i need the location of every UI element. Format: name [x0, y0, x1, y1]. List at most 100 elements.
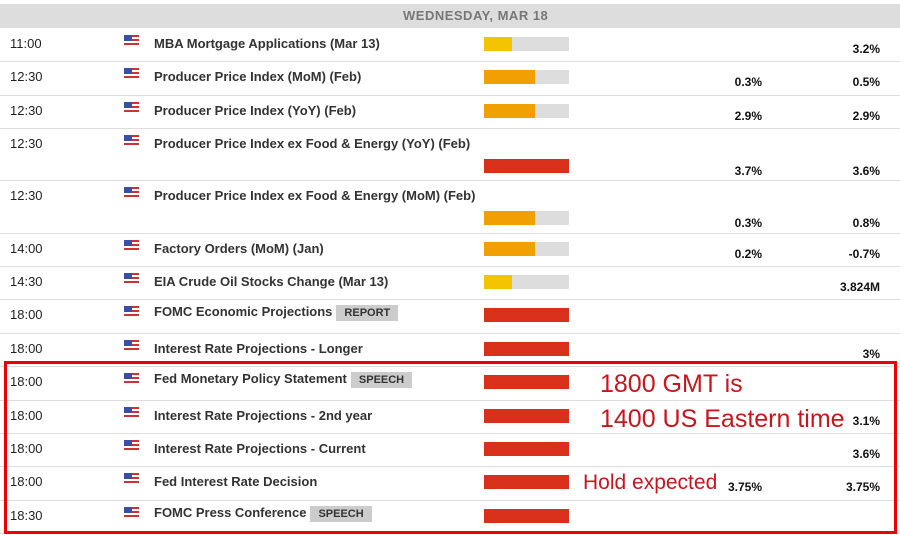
event-time: 18:00	[10, 374, 43, 389]
impact-bar	[484, 37, 569, 51]
impact-bar	[484, 211, 569, 225]
us-flag-icon	[124, 240, 139, 251]
event-title-text: Producer Price Index ex Food & Energy (Y…	[154, 136, 471, 151]
previous-value: -0.7%	[848, 247, 880, 261]
event-title[interactable]: Producer Price Index (YoY) (Feb)	[154, 103, 356, 118]
impact-bar	[484, 242, 569, 256]
event-title-text: Factory Orders (MoM) (Jan)	[154, 241, 324, 256]
event-title[interactable]: EIA Crude Oil Stocks Change (Mar 13)	[154, 274, 388, 289]
impact-fill	[484, 442, 569, 456]
previous-value: 2.9%	[852, 109, 880, 123]
previous-value: 0.5%	[852, 75, 880, 89]
event-row[interactable]: 11:00 MBA Mortgage Applications (Mar 13)…	[0, 28, 900, 62]
impact-bar	[484, 159, 569, 173]
previous-value: 3.824M	[839, 280, 880, 294]
event-title[interactable]: Producer Price Index (MoM) (Feb)	[154, 69, 361, 84]
event-time: 14:00	[10, 241, 43, 256]
event-title-text: Fed Interest Rate Decision	[154, 474, 318, 489]
event-type-badge: REPORT	[336, 305, 399, 321]
event-title[interactable]: Factory Orders (MoM) (Jan)	[154, 241, 324, 256]
date-header: WEDNESDAY, MAR 18	[0, 4, 900, 28]
event-title-text: Producer Price Index (MoM) (Feb)	[154, 69, 362, 84]
impact-fill	[484, 159, 569, 173]
event-title-text: EIA Crude Oil Stocks Change (Mar 13)	[154, 274, 389, 289]
us-flag-icon	[124, 102, 139, 113]
impact-fill	[484, 509, 569, 523]
impact-bar	[484, 375, 569, 389]
event-row[interactable]: 12:30 Producer Price Index (YoY) (Feb) 2…	[0, 95, 900, 129]
forecast-value: 3.75%	[727, 480, 762, 494]
us-flag-icon	[124, 340, 139, 351]
previous-value: 3.6%	[852, 447, 880, 461]
event-row[interactable]: 14:00 Factory Orders (MoM) (Jan) 0.2% -0…	[0, 233, 900, 267]
impact-fill	[484, 242, 535, 256]
previous-value: 0.8%	[852, 216, 880, 230]
impact-fill	[484, 308, 569, 322]
us-flag-icon	[124, 473, 139, 484]
event-row[interactable]: 14:30 EIA Crude Oil Stocks Change (Mar 1…	[0, 266, 900, 300]
event-row[interactable]: 18:00 Fed Interest Rate Decision 3.75% 3…	[0, 466, 900, 501]
event-title-text: Producer Price Index ex Food & Energy (M…	[154, 188, 476, 203]
event-row[interactable]: 18:00 Interest Rate Projections - 2nd ye…	[0, 400, 900, 434]
impact-bar	[484, 342, 569, 356]
event-title[interactable]: Producer Price Index ex Food & Energy (M…	[154, 188, 475, 203]
previous-value: 3.75%	[845, 480, 880, 494]
impact-fill	[484, 37, 513, 51]
event-title[interactable]: Fed Monetary Policy Statement SPEECH	[154, 371, 413, 388]
us-flag-icon	[124, 440, 139, 451]
event-title[interactable]: Interest Rate Projections - Current	[154, 441, 366, 456]
event-row[interactable]: 18:00 FOMC Economic Projections REPORT	[0, 299, 900, 334]
event-title[interactable]: MBA Mortgage Applications (Mar 13)	[154, 36, 380, 51]
event-row[interactable]: 18:00 Interest Rate Projections - Curren…	[0, 433, 900, 467]
event-time: 18:00	[10, 474, 43, 489]
us-flag-icon	[124, 68, 139, 79]
event-title-text: MBA Mortgage Applications (Mar 13)	[154, 36, 380, 51]
event-title-text: Interest Rate Projections - Current	[154, 441, 366, 456]
event-title[interactable]: Interest Rate Projections - Longer	[154, 341, 363, 356]
event-title-text: Interest Rate Projections - 2nd year	[154, 408, 373, 423]
annotation-hold: Hold expected	[583, 471, 718, 494]
event-row[interactable]: 18:00 Fed Monetary Policy Statement SPEEC…	[0, 366, 900, 401]
impact-bar	[484, 442, 569, 456]
event-time: 18:00	[10, 341, 43, 356]
event-time: 12:30	[10, 69, 43, 84]
highlight-box	[4, 361, 897, 534]
us-flag-icon	[124, 306, 139, 317]
us-flag-icon	[124, 135, 139, 146]
event-type-badge: SPEECH	[310, 506, 372, 522]
us-flag-icon	[124, 407, 139, 418]
us-flag-icon	[124, 373, 139, 384]
previous-value: 3.2%	[852, 42, 880, 56]
impact-bar	[484, 70, 569, 84]
impact-fill	[484, 475, 569, 489]
impact-bar	[484, 308, 569, 322]
event-time: 12:30	[10, 136, 43, 151]
event-row[interactable]: 12:30 Producer Price Index (MoM) (Feb) 0…	[0, 61, 900, 96]
event-time: 11:00	[10, 36, 42, 51]
impact-bar	[484, 275, 569, 289]
event-title[interactable]: Producer Price Index ex Food & Energy (Y…	[154, 136, 470, 151]
event-title[interactable]: Interest Rate Projections - 2nd year	[154, 408, 372, 423]
previous-value: 3.6%	[852, 164, 880, 178]
event-title-text: Interest Rate Projections - Longer	[154, 341, 363, 356]
impact-fill	[484, 211, 535, 225]
event-title-text: Fed Monetary Policy Statement	[154, 371, 347, 386]
forecast-value: 0.3%	[734, 75, 762, 89]
impact-fill	[484, 104, 535, 118]
forecast-value: 0.3%	[734, 216, 762, 230]
impact-bar	[484, 509, 569, 523]
event-title[interactable]: Fed Interest Rate Decision	[154, 474, 317, 489]
event-time: 12:30	[10, 188, 43, 203]
event-title[interactable]: FOMC Economic Projections REPORT	[154, 304, 399, 321]
event-row[interactable]: 18:30 FOMC Press Conference SPEECH	[0, 500, 900, 534]
date-label: WEDNESDAY, MAR 18	[403, 8, 549, 23]
event-title-text: Producer Price Index (YoY) (Feb)	[154, 103, 357, 118]
event-row[interactable]: 12:30 Producer Price Index ex Food & Ene…	[0, 180, 900, 234]
event-row[interactable]: 18:00 Interest Rate Projections - Longer…	[0, 333, 900, 367]
event-row[interactable]: 12:30 Producer Price Index ex Food & Ene…	[0, 128, 900, 181]
annotation-gmt: 1800 GMT is	[600, 370, 743, 398]
event-title[interactable]: FOMC Press Conference SPEECH	[154, 505, 372, 522]
event-title-text: FOMC Press Conference	[154, 505, 307, 520]
impact-fill	[484, 70, 535, 84]
